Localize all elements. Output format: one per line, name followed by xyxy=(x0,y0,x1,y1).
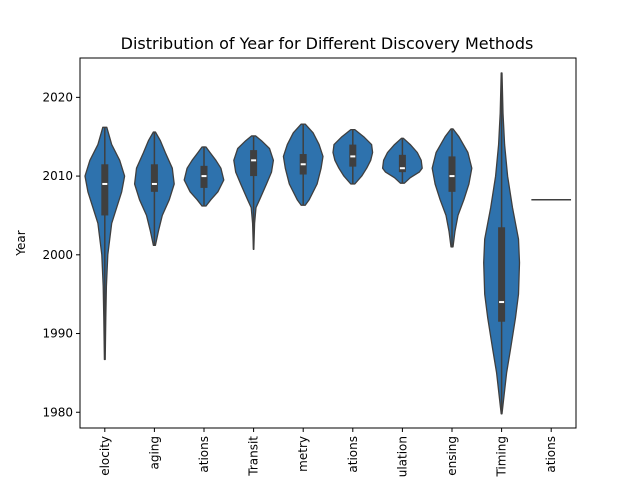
violin-9 xyxy=(483,72,521,415)
violin-iqr-box xyxy=(101,164,109,216)
violin-median xyxy=(499,301,505,304)
y-tick-label: 2010 xyxy=(42,169,73,183)
violin-5 xyxy=(282,123,324,206)
violin-median xyxy=(350,155,356,158)
x-tick-label: ations xyxy=(197,436,211,473)
y-axis: 1980 1990 2000 2010 2020 xyxy=(42,90,80,419)
x-tick-label: ensing xyxy=(445,436,459,476)
violin-iqr-box xyxy=(150,164,158,192)
y-tick-label: 2020 xyxy=(42,90,73,104)
y-tick-label: 1990 xyxy=(42,327,73,341)
violin-series xyxy=(84,72,572,415)
violin-2 xyxy=(133,131,175,247)
violin-median xyxy=(399,167,405,170)
y-tick-label: 2000 xyxy=(42,248,73,262)
x-axis: elocity aging ations Transit metry ations ulat… xyxy=(98,428,558,478)
x-tick-label: ations xyxy=(346,436,360,473)
x-tick-label: ulation xyxy=(395,436,409,477)
x-tick-label: aging xyxy=(147,436,161,470)
violin-7 xyxy=(381,137,423,184)
violin-3 xyxy=(183,146,225,207)
violin-iqr-box xyxy=(498,227,506,322)
violin-median xyxy=(251,159,257,162)
x-tick-label: Timing xyxy=(495,436,509,478)
x-tick-label: Transit xyxy=(247,436,261,477)
violin-6 xyxy=(332,128,374,185)
violin-iqr-box xyxy=(448,156,456,192)
violin-4 xyxy=(233,135,275,250)
violin-iqr-box xyxy=(398,154,406,173)
x-tick-label: elocity xyxy=(98,436,112,476)
violin-1 xyxy=(84,126,126,361)
y-tick-label: 1980 xyxy=(42,405,73,419)
violin-median xyxy=(151,182,157,185)
y-axis-label: Year xyxy=(14,230,28,256)
x-tick-label: ations xyxy=(544,436,558,473)
violin-median xyxy=(102,182,108,185)
plot-area-frame xyxy=(79,57,577,429)
chart-title: Distribution of Year for Different Disco… xyxy=(121,34,534,53)
violin-8 xyxy=(431,128,473,248)
violin-iqr-box xyxy=(250,150,258,177)
violin-median xyxy=(449,175,455,178)
x-tick-label: metry xyxy=(296,436,310,472)
violin-median xyxy=(201,175,207,178)
violin-median xyxy=(300,163,306,166)
